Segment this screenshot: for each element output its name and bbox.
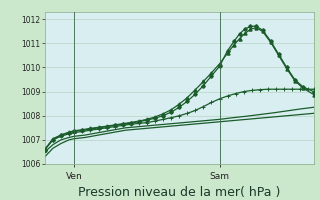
X-axis label: Pression niveau de la mer( hPa ): Pression niveau de la mer( hPa ): [78, 186, 280, 199]
